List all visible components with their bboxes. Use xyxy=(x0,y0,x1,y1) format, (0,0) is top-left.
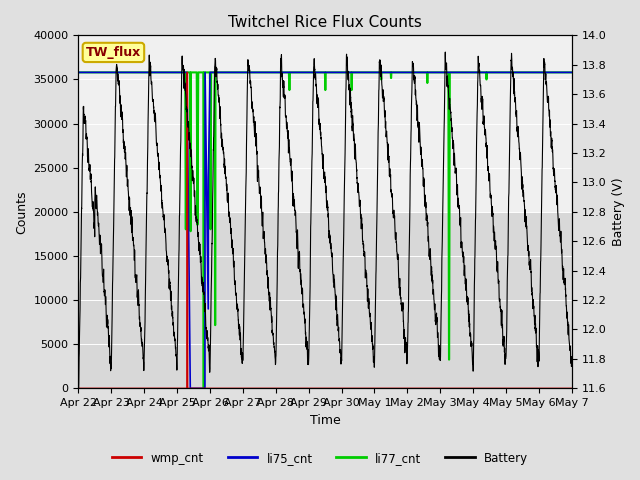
Text: TW_flux: TW_flux xyxy=(86,46,141,59)
Title: Twitchel Rice Flux Counts: Twitchel Rice Flux Counts xyxy=(228,15,422,30)
Bar xyxy=(79,36,572,212)
Legend: wmp_cnt, li75_cnt, li77_cnt, Battery: wmp_cnt, li75_cnt, li77_cnt, Battery xyxy=(107,447,533,469)
Y-axis label: Counts: Counts xyxy=(15,190,28,234)
X-axis label: Time: Time xyxy=(310,414,340,427)
Y-axis label: Battery (V): Battery (V) xyxy=(612,178,625,246)
